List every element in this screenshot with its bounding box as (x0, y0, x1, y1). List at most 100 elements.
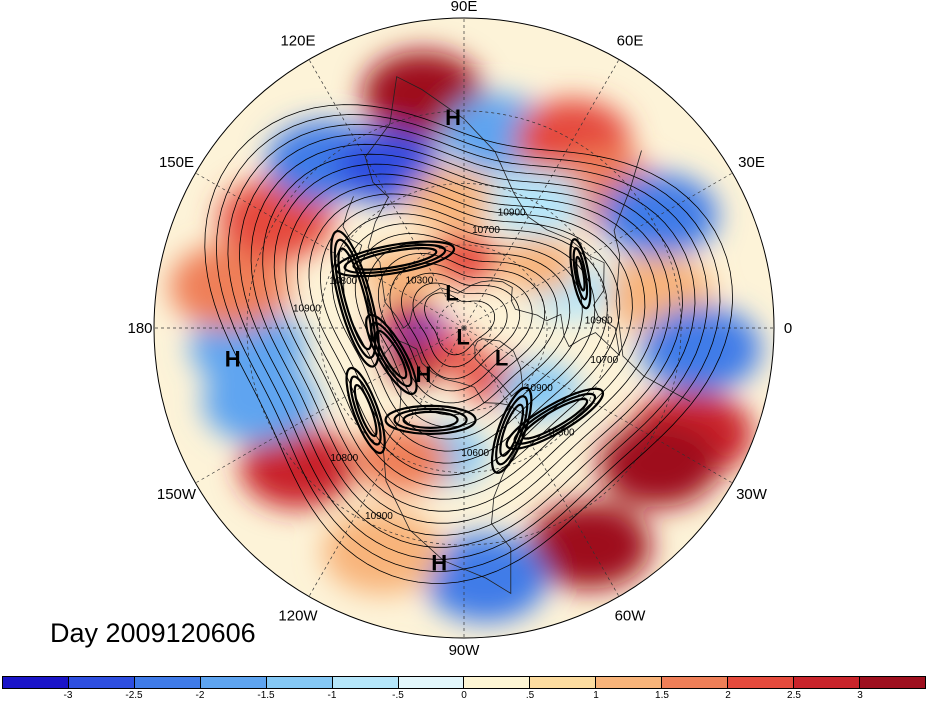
anomaly-patch (322, 508, 443, 595)
jet-contour (353, 383, 378, 438)
anomaly-patch (600, 173, 718, 257)
jet-contour (393, 407, 468, 432)
coastline (474, 338, 524, 397)
colorbar-tick-label: -1 (327, 690, 337, 701)
longitude-label: 150W (157, 486, 197, 503)
height-contour (354, 233, 571, 428)
longitude-label: 120E (280, 32, 315, 49)
colorbar-tick-label: 0 (461, 690, 467, 701)
colorbar-bin (530, 677, 597, 688)
contour-label: 10800 (330, 453, 358, 464)
graticule (154, 18, 774, 638)
height-contour (424, 292, 495, 356)
longitude-label: 0 (784, 320, 792, 337)
longitude-label: 60W (615, 608, 647, 625)
contour-label: 10700 (590, 355, 618, 366)
jet-contour (349, 375, 382, 446)
contour-label: 10900 (498, 208, 526, 219)
jet-contour (333, 238, 377, 359)
longitude-label: 120W (278, 608, 318, 625)
colorbar-bin (596, 677, 663, 688)
longitude-label: 90W (449, 642, 481, 659)
contour-labels: 10900 10700 10300 10800 10900 10900 10700 10900… (293, 208, 619, 522)
contour-label: 10800 (547, 427, 575, 438)
colorbar-tick-label: 1.5 (655, 690, 669, 701)
height-contour (250, 143, 683, 536)
meridian-line (308, 327, 465, 597)
coastline (364, 76, 620, 356)
colorbar-tick-label: 2.5 (787, 690, 801, 701)
latitude-circle (380, 244, 548, 412)
height-contour (239, 133, 696, 548)
colorbar-bin (134, 677, 201, 688)
high-pressure-label: H (431, 550, 447, 575)
meridian-line (463, 59, 620, 329)
height-contour (400, 272, 521, 380)
longitude-labels: 90E 60E 30E 0 30W 60W 90W 120W 150W 180 150E 120E (127, 0, 792, 659)
contour-label: 10800 (329, 276, 357, 287)
meridian-line (463, 172, 733, 329)
colorbar-bin (794, 677, 860, 688)
colorbar-tick-label: -3 (63, 690, 73, 701)
colorbar-tick-label: -2.5 (125, 690, 143, 701)
jet-contour (330, 229, 380, 368)
height-contour (366, 243, 558, 416)
colorbar-bin (859, 677, 925, 688)
meridian-line (463, 327, 620, 597)
anomaly-patch (640, 306, 761, 392)
height-contour (389, 262, 533, 392)
colorbar-bin (398, 677, 465, 688)
jet-contour (345, 366, 386, 455)
contour-label: 10900 (585, 315, 613, 326)
contour-label: 10900 (525, 383, 553, 394)
contour-label: 10900 (365, 511, 393, 522)
contour-label: 10700 (472, 225, 500, 236)
colorbar-tick-label: 2 (725, 690, 731, 701)
jet-contour (402, 410, 459, 429)
longitude-label: 90E (451, 0, 478, 15)
contour-label: 10900 (293, 303, 321, 314)
longitude-label: 150E (159, 154, 194, 171)
date-label: Day 2009120606 (50, 618, 256, 648)
meridian-line (195, 327, 465, 484)
colorbar-tick-label: -2 (195, 690, 205, 701)
jet-contour (375, 329, 408, 380)
colorbar-tick-label: -1.5 (257, 690, 275, 701)
height-contour (262, 153, 671, 524)
height-contour (285, 173, 646, 500)
jet-contour (572, 247, 589, 301)
longitude-label: 60E (617, 32, 644, 49)
height-contour (204, 104, 734, 584)
colorbar-tick-label: -.5 (392, 690, 404, 701)
colorbar-bin (662, 677, 729, 688)
colorbar-bin (68, 677, 135, 688)
low-pressure-label: L (456, 325, 469, 350)
jet-contour (384, 404, 477, 435)
jet-stream-contours (330, 229, 605, 474)
anomaly-patch (598, 421, 719, 508)
meridian-line (195, 172, 465, 329)
height-contour (227, 123, 708, 560)
map-disk: 10900 10700 10300 10800 10900 10900 10700 10900… (154, 18, 774, 638)
height-contour (412, 282, 508, 368)
jet-contour (365, 313, 418, 396)
height-contour (273, 163, 658, 512)
height-contour (331, 213, 596, 452)
contour-label: 10300 (405, 275, 433, 286)
colorbar-bin (728, 677, 795, 688)
jet-contour (505, 387, 605, 450)
colorbar-bin (3, 677, 69, 688)
colorbar-bin (266, 677, 333, 688)
meridian-line (308, 59, 465, 329)
jet-contour (343, 243, 447, 274)
colorbar-tick-label: 3 (857, 690, 863, 701)
height-contour (215, 114, 721, 572)
colorbar-labels: -3 -2.5 -2 -1.5 -1 -.5 0 .5 1 1.5 2 2.5 3 (0, 690, 928, 702)
colorbar-bin (464, 677, 531, 688)
high-pressure-label: H (416, 362, 432, 387)
map-boundary (153, 17, 775, 639)
jet-contour (521, 397, 589, 440)
low-pressure-label: L (495, 345, 508, 370)
high-pressure-label: H (445, 105, 461, 130)
contour-label: 10600 (461, 448, 489, 459)
